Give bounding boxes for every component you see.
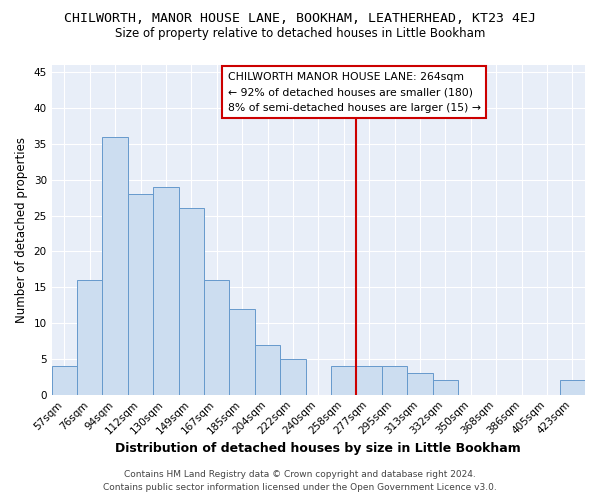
Text: CHILWORTH, MANOR HOUSE LANE, BOOKHAM, LEATHERHEAD, KT23 4EJ: CHILWORTH, MANOR HOUSE LANE, BOOKHAM, LE… xyxy=(64,12,536,26)
Bar xyxy=(153,187,179,394)
Text: Size of property relative to detached houses in Little Bookham: Size of property relative to detached ho… xyxy=(115,28,485,40)
X-axis label: Distribution of detached houses by size in Little Bookham: Distribution of detached houses by size … xyxy=(115,442,521,455)
Bar xyxy=(204,280,229,394)
Bar xyxy=(356,366,382,394)
Bar xyxy=(77,280,103,394)
Text: Contains HM Land Registry data © Crown copyright and database right 2024.
Contai: Contains HM Land Registry data © Crown c… xyxy=(103,470,497,492)
Y-axis label: Number of detached properties: Number of detached properties xyxy=(15,137,28,323)
Bar xyxy=(560,380,585,394)
Bar xyxy=(179,208,204,394)
Bar xyxy=(407,373,433,394)
Bar xyxy=(128,194,153,394)
Text: CHILWORTH MANOR HOUSE LANE: 264sqm
← 92% of detached houses are smaller (180)
8%: CHILWORTH MANOR HOUSE LANE: 264sqm ← 92%… xyxy=(227,72,481,113)
Bar xyxy=(229,308,255,394)
Bar xyxy=(52,366,77,394)
Bar xyxy=(280,359,305,394)
Bar xyxy=(103,136,128,394)
Bar xyxy=(331,366,356,394)
Bar xyxy=(433,380,458,394)
Bar xyxy=(382,366,407,394)
Bar xyxy=(255,344,280,395)
